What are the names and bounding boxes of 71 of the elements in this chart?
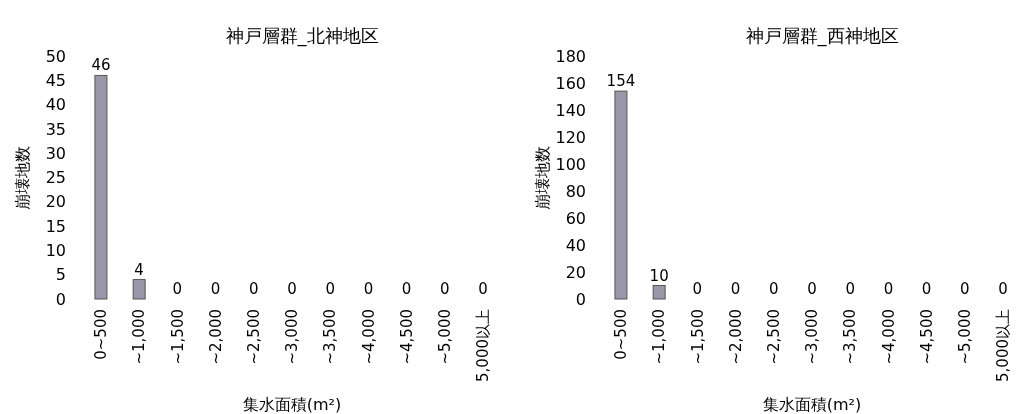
x-tick-label: ~3,000 [803,309,822,365]
y-tick-label: 40 [45,95,66,115]
y-tick-label: 100 [555,154,586,174]
data-label: 0 [440,280,450,298]
data-label: 0 [401,280,412,298]
x-tick-label: ~2,000 [726,309,745,365]
y-tick-label: 20 [45,192,66,212]
y-axis-title: 崩壊地数 [533,145,552,210]
y-tick-label: 45 [45,70,66,90]
data-label: 0 [883,280,894,298]
x-tick-label: ~5,000 [956,309,975,365]
x-tick-label: ~3,000 [283,309,302,365]
x-tick-label: ~2,000 [206,309,225,365]
data-label: 0 [287,280,297,298]
data-label: 0 [998,280,1008,298]
y-tick-label: 10 [45,241,66,260]
x-axis-title: 集水面積(m²) [762,395,862,414]
x-tick-label: ~1,000 [130,309,149,365]
y-tick-label: 35 [45,119,66,139]
x-tick-label: ~4,000 [879,309,898,365]
data-label: 0 [210,280,221,298]
data-label: 0 [769,280,779,298]
y-tick-label: 20 [565,262,586,282]
y-tick-label: 120 [555,127,586,147]
x-tick-label: ~4,500 [397,309,416,365]
y-tick-label: 15 [45,216,66,236]
y-tick-label: 180 [555,46,586,66]
data-label: 0 [478,280,488,298]
chart-title: 神戸層群_西神地区 [745,25,899,47]
data-label: 0 [730,280,741,298]
data-label: 0 [845,280,855,298]
y-tick-label: 160 [555,73,586,93]
x-tick-label: ~3,500 [841,309,860,365]
x-tick-label: ~2,500 [765,309,784,365]
data-label: 0 [960,280,970,298]
data-label: 154 [606,72,636,91]
data-label: 46 [91,56,111,75]
data-label: 0 [692,280,703,298]
x-tick-label: ~1,500 [688,309,707,365]
data-label: 0 [807,280,817,298]
x-tick-label: 5,000以上 [474,309,493,382]
y-tick-label: 5 [55,265,66,285]
y-tick-label: 0 [575,289,586,309]
x-tick-label: 0~500 [92,309,111,360]
data-label: 0 [363,280,374,298]
x-tick-label: 0~500 [612,309,631,360]
data-label: 0 [249,280,259,298]
x-tick-label: ~4,000 [359,309,378,365]
x-tick-label: ~1,000 [650,309,669,365]
y-tick-label: 25 [45,168,66,188]
x-tick-label: ~2,500 [245,309,264,365]
data-label: 0 [172,280,183,298]
x-tick-label: ~1,500 [168,309,187,365]
y-tick-label: 40 [565,235,586,255]
x-tick-label: ~4,500 [917,309,936,365]
chart-title: 神戸層群_北神地区 [225,25,379,47]
y-tick-label: 30 [45,143,66,163]
data-label: 0 [325,280,335,298]
x-tick-label: 5,000以上 [994,309,1013,382]
y-tick-label: 80 [565,181,586,201]
data-label: 0 [921,280,932,298]
y-tick-label: 60 [565,208,586,228]
y-axis-title: 崩壊地数 [13,145,32,210]
x-axis-title: 集水面積(m²) [242,395,342,414]
data-label: 4 [134,260,144,279]
y-tick-label: 50 [45,46,66,66]
x-tick-label: ~3,500 [321,309,340,365]
data-label: 10 [649,266,669,285]
x-tick-label: ~5,000 [436,309,455,365]
y-tick-label: 140 [555,100,586,120]
y-tick-label: 0 [55,289,66,309]
